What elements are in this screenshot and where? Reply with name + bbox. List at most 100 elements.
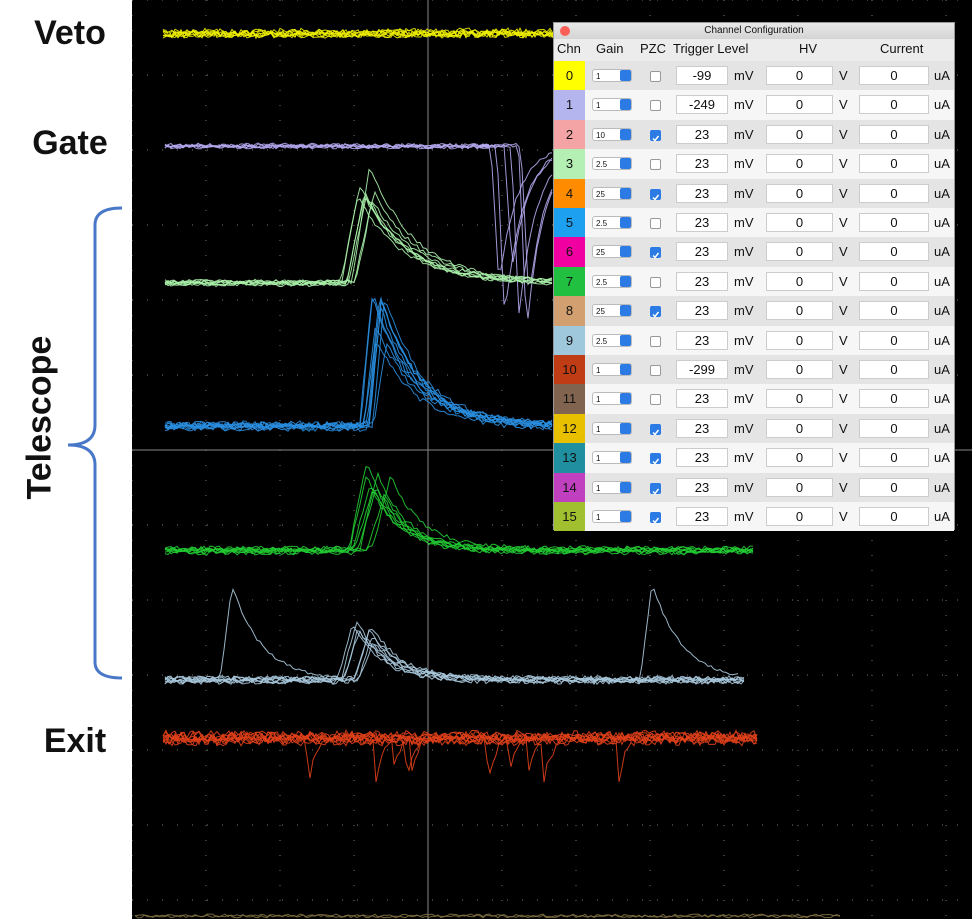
hv-input[interactable]: 0 <box>766 389 833 408</box>
stepper[interactable] <box>620 364 631 375</box>
gain-select[interactable]: 2.5 <box>592 157 632 170</box>
trigger-input[interactable]: 23 <box>676 419 728 438</box>
stepper[interactable] <box>620 70 631 81</box>
hv-input[interactable]: 0 <box>766 272 833 291</box>
stepper[interactable] <box>620 452 631 463</box>
trigger-input[interactable]: 23 <box>676 242 728 261</box>
pzc-checkbox[interactable] <box>650 336 661 347</box>
stepper[interactable] <box>620 158 631 169</box>
gain-select[interactable]: 1 <box>592 392 632 405</box>
pzc-checkbox[interactable] <box>650 159 661 170</box>
channel-row: 62523mV0V0uA <box>554 237 954 266</box>
stepper[interactable] <box>620 276 631 287</box>
trigger-input[interactable]: 23 <box>676 154 728 173</box>
pzc-checkbox[interactable] <box>650 394 661 405</box>
trigger-input[interactable]: 23 <box>676 184 728 203</box>
pzc-checkbox[interactable] <box>650 512 661 523</box>
trigger-input[interactable]: 23 <box>676 301 728 320</box>
pzc-checkbox[interactable] <box>650 453 661 464</box>
trigger-input[interactable]: 23 <box>676 272 728 291</box>
pzc-checkbox[interactable] <box>650 306 661 317</box>
trigger-input[interactable]: -249 <box>676 95 728 114</box>
current-input[interactable]: 0 <box>859 213 929 232</box>
hv-input[interactable]: 0 <box>766 154 833 173</box>
gain-select[interactable]: 2.5 <box>592 334 632 347</box>
gain-select[interactable]: 1 <box>592 510 632 523</box>
hv-input[interactable]: 0 <box>766 95 833 114</box>
stepper[interactable] <box>620 99 631 110</box>
gain-select[interactable]: 25 <box>592 187 632 200</box>
current-input[interactable]: 0 <box>859 448 929 467</box>
gain-select[interactable]: 25 <box>592 304 632 317</box>
stepper[interactable] <box>620 188 631 199</box>
gain-select[interactable]: 1 <box>592 481 632 494</box>
trigger-unit: mV <box>734 414 754 443</box>
current-input[interactable]: 0 <box>859 507 929 526</box>
current-input[interactable]: 0 <box>859 125 929 144</box>
current-input[interactable]: 0 <box>859 154 929 173</box>
current-input[interactable]: 0 <box>859 242 929 261</box>
trigger-input[interactable]: -99 <box>676 66 728 85</box>
stepper[interactable] <box>620 305 631 316</box>
stepper[interactable] <box>620 335 631 346</box>
pzc-checkbox[interactable] <box>650 218 661 229</box>
current-input[interactable]: 0 <box>859 389 929 408</box>
stepper[interactable] <box>620 393 631 404</box>
hv-input[interactable]: 0 <box>766 66 833 85</box>
stepper[interactable] <box>620 511 631 522</box>
hv-input[interactable]: 0 <box>766 419 833 438</box>
trigger-input[interactable]: 23 <box>676 389 728 408</box>
pzc-checkbox[interactable] <box>650 424 661 435</box>
gain-select[interactable]: 2.5 <box>592 275 632 288</box>
pzc-checkbox[interactable] <box>650 130 661 141</box>
gain-select[interactable]: 1 <box>592 69 632 82</box>
hv-input[interactable]: 0 <box>766 125 833 144</box>
pzc-checkbox[interactable] <box>650 100 661 111</box>
trigger-input[interactable]: -299 <box>676 360 728 379</box>
trigger-input[interactable]: 23 <box>676 507 728 526</box>
trigger-input[interactable]: 23 <box>676 125 728 144</box>
pzc-checkbox[interactable] <box>650 247 661 258</box>
pzc-checkbox[interactable] <box>650 277 661 288</box>
current-input[interactable]: 0 <box>859 419 929 438</box>
gain-select[interactable]: 2.5 <box>592 216 632 229</box>
trigger-input[interactable]: 23 <box>676 448 728 467</box>
stepper[interactable] <box>620 129 631 140</box>
header: PZC <box>640 41 666 56</box>
stepper[interactable] <box>620 482 631 493</box>
stepper[interactable] <box>620 246 631 257</box>
current-input[interactable]: 0 <box>859 95 929 114</box>
current-input[interactable]: 0 <box>859 272 929 291</box>
pzc-checkbox[interactable] <box>650 483 661 494</box>
gain-select[interactable]: 1 <box>592 451 632 464</box>
gain-select[interactable]: 1 <box>592 422 632 435</box>
trigger-input[interactable]: 23 <box>676 478 728 497</box>
hv-input[interactable]: 0 <box>766 331 833 350</box>
hv-input[interactable]: 0 <box>766 301 833 320</box>
hv-input[interactable]: 0 <box>766 507 833 526</box>
trigger-input[interactable]: 23 <box>676 331 728 350</box>
current-input[interactable]: 0 <box>859 66 929 85</box>
current-input[interactable]: 0 <box>859 184 929 203</box>
stepper[interactable] <box>620 423 631 434</box>
gain-select[interactable]: 1 <box>592 363 632 376</box>
hv-input[interactable]: 0 <box>766 213 833 232</box>
hv-input[interactable]: 0 <box>766 448 833 467</box>
trigger-input[interactable]: 23 <box>676 213 728 232</box>
channel-number: 4 <box>554 179 585 208</box>
hv-input[interactable]: 0 <box>766 478 833 497</box>
current-input[interactable]: 0 <box>859 360 929 379</box>
hv-input[interactable]: 0 <box>766 360 833 379</box>
pzc-checkbox[interactable] <box>650 365 661 376</box>
gain-select[interactable]: 25 <box>592 245 632 258</box>
current-input[interactable]: 0 <box>859 331 929 350</box>
pzc-checkbox[interactable] <box>650 189 661 200</box>
hv-input[interactable]: 0 <box>766 242 833 261</box>
hv-input[interactable]: 0 <box>766 184 833 203</box>
current-input[interactable]: 0 <box>859 301 929 320</box>
gain-select[interactable]: 10 <box>592 128 632 141</box>
current-input[interactable]: 0 <box>859 478 929 497</box>
pzc-checkbox[interactable] <box>650 71 661 82</box>
gain-select[interactable]: 1 <box>592 98 632 111</box>
stepper[interactable] <box>620 217 631 228</box>
